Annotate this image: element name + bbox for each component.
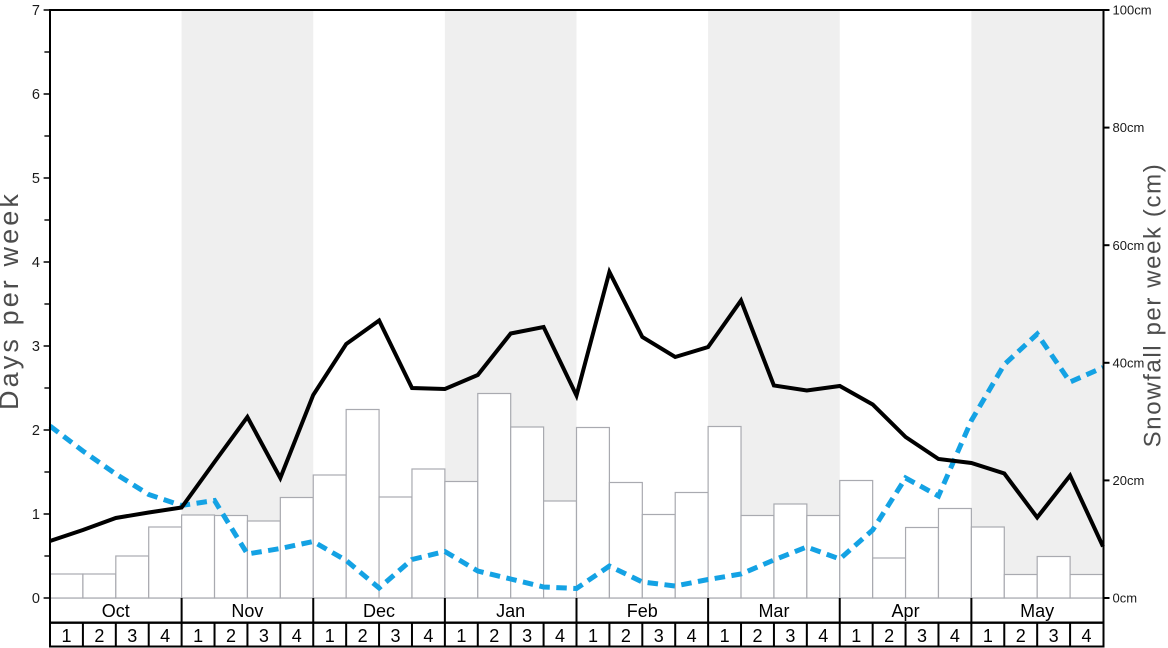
svg-text:1: 1	[193, 626, 203, 646]
svg-text:3: 3	[391, 626, 401, 646]
svg-text:4: 4	[818, 626, 828, 646]
svg-text:2: 2	[489, 626, 499, 646]
svg-text:4: 4	[687, 626, 697, 646]
svg-text:3: 3	[522, 626, 532, 646]
svg-text:20cm: 20cm	[1113, 473, 1145, 488]
svg-text:0cm: 0cm	[1113, 591, 1138, 606]
svg-text:6: 6	[32, 87, 40, 103]
svg-text:2: 2	[94, 626, 104, 646]
svg-text:4: 4	[32, 255, 40, 271]
svg-text:40cm: 40cm	[1113, 355, 1145, 370]
svg-text:3: 3	[1049, 626, 1059, 646]
svg-text:4: 4	[160, 626, 170, 646]
svg-text:2: 2	[226, 626, 236, 646]
svg-text:4: 4	[423, 626, 433, 646]
svg-text:4: 4	[555, 626, 565, 646]
svg-text:80cm: 80cm	[1113, 120, 1145, 135]
svg-text:2: 2	[32, 423, 40, 439]
svg-text:1: 1	[720, 626, 730, 646]
svg-text:Mar: Mar	[758, 601, 789, 621]
svg-text:Oct: Oct	[102, 601, 130, 621]
svg-text:3: 3	[32, 339, 40, 355]
svg-text:60cm: 60cm	[1113, 238, 1145, 253]
svg-text:3: 3	[259, 626, 269, 646]
svg-text:Nov: Nov	[231, 601, 263, 621]
svg-text:Apr: Apr	[892, 601, 920, 621]
svg-text:Days per week: Days per week	[0, 191, 24, 410]
svg-text:3: 3	[917, 626, 927, 646]
svg-text:1: 1	[588, 626, 598, 646]
svg-text:1: 1	[456, 626, 466, 646]
svg-text:4: 4	[292, 626, 302, 646]
svg-text:2: 2	[621, 626, 631, 646]
svg-text:4: 4	[1082, 626, 1092, 646]
svg-text:3: 3	[127, 626, 137, 646]
svg-text:1: 1	[983, 626, 993, 646]
svg-text:Jan: Jan	[496, 601, 525, 621]
svg-text:4: 4	[950, 626, 960, 646]
svg-text:0: 0	[32, 591, 40, 607]
svg-text:1: 1	[61, 626, 71, 646]
svg-text:1: 1	[325, 626, 335, 646]
svg-text:2: 2	[884, 626, 894, 646]
svg-text:Feb: Feb	[627, 601, 658, 621]
svg-text:100cm: 100cm	[1113, 3, 1152, 18]
svg-text:3: 3	[654, 626, 664, 646]
svg-text:Dec: Dec	[363, 601, 395, 621]
svg-text:3: 3	[785, 626, 795, 646]
svg-text:May: May	[1020, 601, 1054, 621]
svg-text:Snowfall per week (cm): Snowfall per week (cm)	[1140, 163, 1167, 448]
svg-text:1: 1	[32, 507, 40, 523]
svg-text:2: 2	[1016, 626, 1026, 646]
svg-text:5: 5	[32, 171, 40, 187]
svg-text:2: 2	[358, 626, 368, 646]
svg-text:7: 7	[32, 3, 40, 19]
svg-text:2: 2	[752, 626, 762, 646]
svg-text:1: 1	[851, 626, 861, 646]
